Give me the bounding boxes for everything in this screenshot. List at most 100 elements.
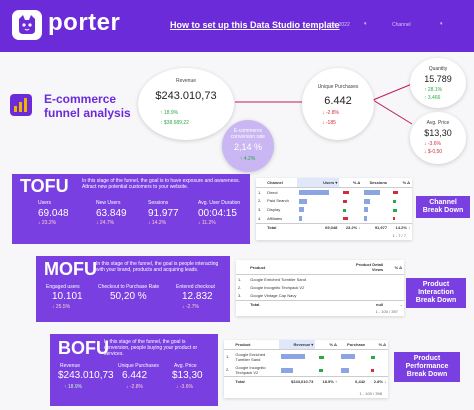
mofu-card: MOFU In this stage of the funnel, the go… — [36, 256, 230, 322]
channel-dropdown-icon[interactable]: ▾ — [440, 21, 443, 27]
total-views: null — [347, 299, 386, 309]
bofu-metric-label: Revenue — [60, 363, 81, 369]
tofu-sessions-value: 91.977 — [148, 208, 179, 219]
bofu-revenue-change: ↑ 18.9% — [64, 384, 83, 390]
tofu-metric-label: Avg. User Duration — [198, 200, 241, 206]
change-bar — [343, 191, 350, 195]
date-dropdown-icon[interactable]: ▾ — [364, 21, 367, 27]
col-header[interactable]: Users ▾ — [297, 178, 340, 188]
mofu-metric-label: Checkout to Purchase Rate — [98, 284, 160, 290]
col-header[interactable]: Purchase — [338, 340, 368, 350]
date-range-control[interactable]: ber 2022 — [330, 22, 350, 28]
sessions-bar — [364, 190, 381, 196]
total-purchases: 6,442 — [338, 376, 368, 386]
channel-table: Channel Users ▾ % Δ Sessions % Δ 1. Dire… — [256, 178, 412, 240]
users-bar — [299, 190, 330, 196]
avg-price-change: ↓ -3.6% — [424, 141, 441, 147]
conversion-label: E-commerce conversion rate — [230, 128, 266, 140]
tofu-metrics-row: 69.048 63.849 91.977 00:04:15 ↓ 23.2% ↓ … — [12, 208, 250, 244]
tofu-duration-value: 00:04:15 — [198, 208, 237, 219]
avg-price-circle: Avg. Price $13,30 ↓ -3.6% ↓ $-0,50 — [410, 112, 466, 164]
header-bar: porter How to set up this Data Studio te… — [0, 0, 474, 52]
col-header[interactable]: % Δ — [339, 178, 363, 188]
total-sessions-change: 14.2% ↓ — [389, 222, 412, 232]
col-header — [256, 178, 266, 188]
row-index: 1. — [226, 354, 230, 360]
table-row[interactable]: 2. Paid Search — [256, 197, 412, 206]
col-header[interactable]: % Δ — [385, 260, 404, 275]
quantity-label: Quantity — [428, 66, 448, 72]
col-header[interactable]: % Δ — [315, 340, 339, 350]
mofu-engaged-value: 10.101 — [52, 291, 83, 302]
tofu-sessions-change: ↓ 14.2% — [148, 220, 167, 226]
table-pager[interactable]: 1 - 7 / 7 — [392, 233, 406, 238]
avg-price-value: $13,30 — [424, 128, 452, 138]
revenue-circle: Revenue $243.010,73 ↑ 18.9% ↑ $38.689,22 — [138, 68, 234, 140]
change-bar — [393, 217, 396, 221]
channel-breakdown-label: Channel Break Down — [416, 196, 470, 218]
conversion-change: ↑ 4.2% — [240, 156, 256, 162]
bofu-stage-title: BOFU — [58, 338, 109, 358]
tofu-new-users-value: 63.849 — [96, 208, 127, 219]
mofu-description: In this stage of the funnel, the goal is… — [96, 261, 219, 273]
change-bar — [371, 355, 376, 359]
quantity-delta: ↑ 3.466 — [424, 95, 441, 101]
table-row[interactable]: 3. Display — [256, 205, 412, 214]
users-bar — [299, 215, 303, 221]
table-row[interactable]: 1. Google Enriched Tumbler Sand — [224, 350, 388, 364]
setup-help-link[interactable]: How to set up this Data Studio template — [170, 20, 340, 30]
quantity-change: ↑ 28.1% — [424, 87, 443, 93]
table-total-row: Total 69,048 23.2% ↓ 91,977 14.2% ↓ — [256, 222, 412, 232]
row-index: 4. — [258, 215, 262, 221]
table-row[interactable]: 4. Affiliates — [256, 214, 412, 223]
channel-filter[interactable]: Channel — [392, 22, 411, 28]
revenue-value: $243.010,73 — [155, 90, 217, 102]
bar-chart-icon — [10, 94, 32, 116]
col-header[interactable]: Revenue ▾ — [279, 340, 316, 350]
table-pager[interactable]: 1 - 100 / 398 — [359, 391, 382, 396]
change-bar — [343, 217, 349, 221]
change-bar — [343, 208, 347, 212]
tofu-metric-label: Users — [38, 200, 52, 206]
product-name: Google Incognito Techpack V2 — [250, 284, 305, 290]
table-row[interactable]: 2. Google Incognito Techpack V2 — [224, 363, 388, 377]
total-revenue: $243,010.73 — [279, 376, 316, 386]
total-revenue-change: 18.9% ↑ — [315, 376, 339, 386]
bofu-card: BOFU In this stage of the funnel, the go… — [50, 334, 218, 406]
users-bar — [299, 198, 308, 204]
tofu-users-value: 69.048 — [38, 208, 69, 219]
page-title: E-commerce funnel analysis — [44, 92, 131, 120]
product-table: Product Product Detail Views % Δ 1. Goog… — [236, 260, 404, 316]
total-label: Total — [233, 376, 280, 386]
col-header[interactable]: Product Detail Views — [347, 260, 386, 275]
total-views-change: - — [385, 299, 404, 309]
tofu-metric-label: Sessions — [148, 200, 169, 206]
col-header — [224, 340, 234, 350]
mofu-engaged-change: ↓ 25.5% — [52, 304, 71, 310]
table-row[interactable]: 3. Google Vintage Cap Navy — [236, 291, 404, 300]
tofu-stage-title: TOFU — [20, 176, 69, 196]
row-index: 1. — [258, 189, 262, 195]
row-index: 3. — [238, 292, 242, 298]
table-row[interactable]: 2. Google Incognito Techpack V2 — [236, 283, 404, 291]
product-performance-label: Product Performance Break Down — [394, 352, 460, 382]
col-header[interactable]: Channel — [265, 178, 298, 188]
channel-name: Direct — [267, 189, 278, 195]
table-pager[interactable]: 1 - 100 / 397 — [375, 309, 398, 314]
performance-table: Product Revenue ▾ % Δ Purchase % Δ 1. Go… — [224, 340, 388, 398]
users-bar — [299, 207, 305, 213]
purchase-bar — [340, 354, 355, 360]
col-header[interactable]: Product — [248, 260, 348, 275]
change-bar — [343, 199, 348, 203]
table-row[interactable]: 1. Direct — [256, 188, 412, 197]
col-header[interactable]: Sessions — [362, 178, 390, 188]
sessions-bar — [364, 215, 368, 221]
mofu-metric-label: Engaged users — [46, 284, 80, 290]
col-header[interactable]: Product — [233, 340, 280, 350]
sessions-bar — [364, 207, 369, 213]
brand-name: porter — [48, 9, 121, 36]
col-header[interactable]: % Δ — [367, 340, 388, 350]
table-row[interactable]: 1. Google Enriched Tumbler Sand — [236, 275, 404, 284]
col-header[interactable]: % Δ — [389, 178, 412, 188]
